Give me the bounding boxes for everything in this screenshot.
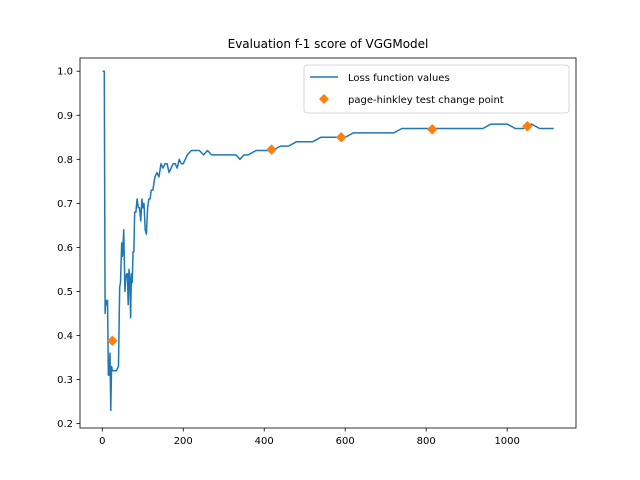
y-tick-label: 0.6 (57, 243, 73, 254)
y-tick-label: 0.5 (57, 287, 73, 298)
legend-swatch-diamond (319, 94, 329, 104)
x-tick-label: 0 (99, 436, 105, 447)
change-point-marker (522, 120, 533, 132)
change-point-marker (107, 335, 118, 347)
axis-ticks: 0 200 400 600 800 1000 0.2 0.3 0.4 0.5 0.6 0.7 0.8 0.… (57, 67, 520, 447)
y-tick-label: 0.7 (57, 199, 73, 210)
legend-label: Loss function values (348, 73, 450, 84)
y-tick-label: 0.9 (57, 111, 73, 122)
x-tick-label: 200 (174, 436, 193, 447)
legend-label: page-hinkley test change point (348, 95, 504, 106)
change-point-marker (335, 131, 347, 143)
x-tick-label: 400 (255, 436, 274, 447)
series-line-loss-function-values (102, 70, 554, 412)
y-tick-label: 0.2 (57, 419, 73, 430)
y-tick-label: 1.0 (57, 67, 73, 78)
chart-title: Evaluation f-1 score of VGGModel (228, 37, 429, 51)
x-tick-label: 800 (417, 436, 436, 447)
legend: Loss function values page-hinkley test ch… (303, 64, 570, 114)
change-point-marker (426, 124, 438, 135)
x-tick-label: 1000 (494, 436, 519, 447)
axes-frame (79, 57, 577, 429)
x-tick-label: 600 (336, 436, 355, 447)
y-tick-label: 0.8 (57, 155, 73, 166)
change-point-marker (266, 144, 277, 155)
legend-box (303, 64, 570, 114)
y-tick-label: 0.3 (57, 375, 73, 386)
y-tick-label: 0.4 (57, 331, 73, 342)
chart-marks (102, 70, 554, 412)
